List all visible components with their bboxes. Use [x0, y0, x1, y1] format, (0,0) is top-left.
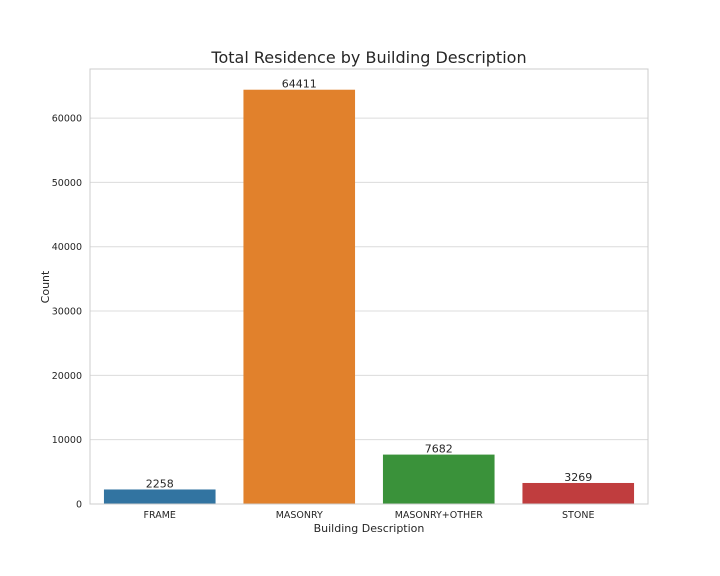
bar-frame	[103, 489, 216, 504]
y-tick-label: 20000	[52, 371, 82, 382]
data-labels: 2258 64411 7682 3269	[146, 78, 593, 491]
bar-value-label: 3269	[564, 471, 592, 484]
y-tick-label: 40000	[52, 242, 82, 253]
chart-title: Total Residence by Building Description	[210, 48, 526, 67]
plot-frame	[89, 68, 649, 505]
gridlines	[90, 117, 648, 505]
y-tick-label: 50000	[52, 178, 82, 189]
bar-masonry	[243, 89, 356, 504]
y-tick-label: 30000	[52, 307, 82, 318]
y-axis-label: Count	[39, 270, 52, 303]
y-axis-ticks: 0 10000 20000 30000 40000 50000 60000	[52, 114, 82, 511]
x-tick-label: STONE	[562, 510, 594, 521]
bar-value-label: 7682	[425, 443, 453, 456]
y-tick-label: 60000	[52, 114, 82, 125]
bar-stone	[522, 482, 635, 504]
y-tick-label: 10000	[52, 435, 82, 446]
x-tick-label: MASONRY+OTHER	[395, 510, 483, 521]
bar-value-label: 64411	[282, 78, 317, 91]
bar-masonry-other	[382, 454, 495, 504]
x-tick-label: FRAME	[144, 510, 176, 521]
bar-value-label: 2258	[146, 477, 174, 490]
x-tick-label: MASONRY	[276, 510, 323, 521]
y-tick-label: 0	[76, 500, 82, 511]
x-axis-ticks: FRAME MASONRY MASONRY+OTHER STONE	[144, 510, 595, 521]
bars	[103, 89, 635, 504]
x-axis-label: Building Description	[314, 522, 425, 535]
